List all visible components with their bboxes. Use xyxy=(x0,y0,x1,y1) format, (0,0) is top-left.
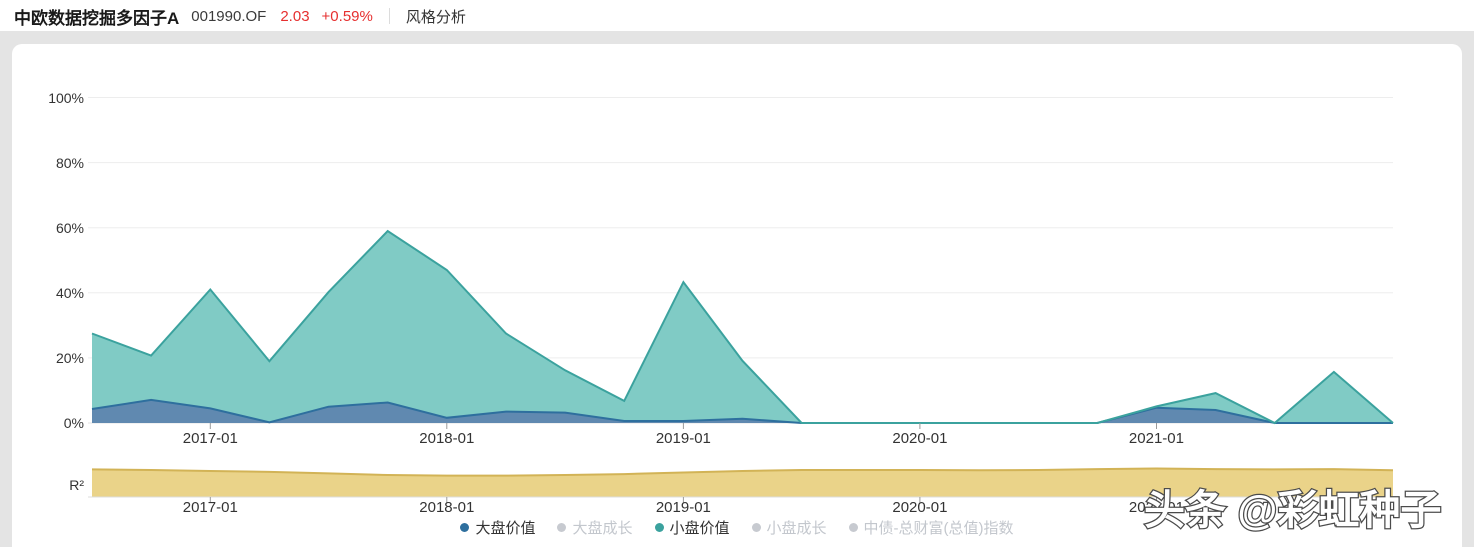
legend-label: 中债-总财富(总值)指数 xyxy=(863,520,1014,537)
r-squared-label: R² xyxy=(69,477,84,493)
legend-dot-icon xyxy=(460,523,470,532)
legend-dot-icon xyxy=(751,523,761,532)
legend-dot-icon xyxy=(557,523,567,532)
legend-label: 大盘价值 xyxy=(475,520,536,537)
fund-code: 001990.OF xyxy=(191,7,267,25)
legend-item-active[interactable]: 大盘价值 xyxy=(460,517,535,538)
legend-dot-icon xyxy=(848,523,858,532)
header: 中欧数据挖掘多因子A 001990.OF 2.03 +0.59% 风格分析 xyxy=(0,0,1474,32)
header-divider xyxy=(388,8,390,24)
legend-item-inactive[interactable]: 大盘成长 xyxy=(557,517,633,538)
legend-dot-icon xyxy=(654,523,664,532)
legend-item-active[interactable]: 小盘价值 xyxy=(654,517,730,538)
legend-item-inactive[interactable]: 小盘成长 xyxy=(751,517,827,538)
legend-label: 小盘成长 xyxy=(766,520,827,537)
tab-style-analysis[interactable]: 风格分析 xyxy=(405,8,466,26)
fund-nav-value: 2.03 xyxy=(280,7,310,25)
legend-label: 小盘价值 xyxy=(669,520,730,537)
chart-card xyxy=(12,44,1462,547)
chart-legend: 大盘价值 大盘成长 小盘价值 小盘成长 中债-总财富(总值)指数 xyxy=(0,517,1474,538)
fund-change-percent: +0.59% xyxy=(321,7,373,25)
legend-item-inactive[interactable]: 中债-总财富(总值)指数 xyxy=(848,517,1014,538)
legend-label: 大盘成长 xyxy=(572,520,633,537)
fund-name: 中欧数据挖掘多因子A xyxy=(14,8,180,28)
